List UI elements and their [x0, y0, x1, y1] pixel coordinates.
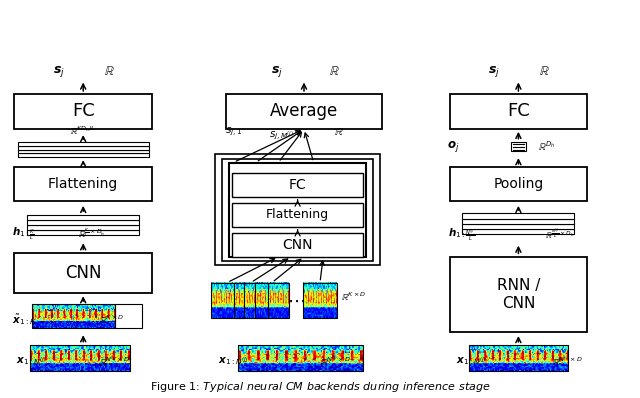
Text: FC: FC — [289, 178, 307, 192]
Text: $\boldsymbol{s}_j$: $\boldsymbol{s}_j$ — [53, 64, 65, 79]
Text: $\mathbb{R}^{N^{(j)}\times D}$: $\mathbb{R}^{N^{(j)}\times D}$ — [99, 355, 131, 368]
Text: $\mathbb{R}^{N^{(j)}\times D}$: $\mathbb{R}^{N^{(j)}\times D}$ — [552, 355, 583, 368]
Text: $\boldsymbol{s}_j$: $\boldsymbol{s}_j$ — [488, 64, 500, 79]
Text: FC: FC — [507, 102, 530, 121]
Text: $\boldsymbol{h}_{1:\frac{N^{(j)}}{L}}$: $\boldsymbol{h}_{1:\frac{N^{(j)}}{L}}$ — [448, 226, 476, 243]
Bar — [303, 283, 337, 318]
Text: $\boldsymbol{x}_{1:N^{(j)}}$: $\boldsymbol{x}_{1:N^{(j)}}$ — [218, 355, 248, 367]
Text: $\mathbb{R}$: $\mathbb{R}$ — [330, 65, 340, 78]
Bar — [450, 94, 588, 129]
Text: $s_{j,M^{(j)}}$: $s_{j,M^{(j)}}$ — [269, 129, 294, 142]
Text: $\tilde{\boldsymbol{x}}_{1:K}$: $\tilde{\boldsymbol{x}}_{1:K}$ — [12, 312, 36, 328]
Bar — [15, 253, 152, 293]
Text: $\mathbb{R}^{K\times D}$: $\mathbb{R}^{K\times D}$ — [341, 290, 366, 303]
Bar — [450, 167, 588, 201]
Text: $s_{j,1}$: $s_{j,1}$ — [225, 125, 242, 138]
Text: $\mathbb{R}^{\frac{K}{L}\times D_h}$: $\mathbb{R}^{\frac{K}{L}\times D_h}$ — [78, 227, 106, 240]
Bar — [215, 154, 380, 265]
Text: $\cdots$: $\cdots$ — [287, 291, 305, 310]
Bar — [232, 203, 364, 227]
Bar — [463, 213, 575, 219]
Text: $\boldsymbol{s}_j$: $\boldsymbol{s}_j$ — [271, 64, 283, 79]
Bar — [232, 233, 364, 257]
Text: CNN: CNN — [282, 238, 313, 252]
Text: Flattening: Flattening — [48, 177, 118, 191]
Text: CNN: CNN — [65, 263, 102, 282]
Bar — [468, 345, 568, 371]
Text: $\mathbb{R}$: $\mathbb{R}$ — [334, 126, 344, 137]
Text: $\mathbb{R}^{D_h}$: $\mathbb{R}^{D_h}$ — [538, 140, 555, 153]
Text: $\boldsymbol{x}_{1:N^{(j)}}$: $\boldsymbol{x}_{1:N^{(j)}}$ — [16, 355, 46, 367]
Bar — [226, 94, 383, 129]
Bar — [18, 142, 149, 146]
Text: Pooling: Pooling — [493, 177, 543, 191]
Text: $\boldsymbol{o}_j$: $\boldsymbol{o}_j$ — [447, 139, 460, 154]
Bar — [463, 229, 575, 234]
Text: $\mathbb{R}$: $\mathbb{R}$ — [104, 65, 114, 78]
Text: RNN /
CNN: RNN / CNN — [497, 278, 540, 311]
Bar — [28, 230, 140, 235]
Bar — [28, 220, 140, 225]
Bar — [463, 219, 575, 224]
Text: Figure 1: $\it{Typical\ neural\ CM\ backends\ during\ inference\ stage}$: Figure 1: $\it{Typical\ neural\ CM\ back… — [150, 380, 490, 394]
Bar — [28, 225, 140, 230]
Bar — [31, 345, 130, 371]
Bar — [15, 167, 152, 201]
Bar — [255, 283, 289, 318]
Bar — [211, 283, 244, 318]
Bar — [32, 304, 115, 328]
Bar — [222, 159, 374, 261]
Text: $\mathbb{R}^{\frac{N^{(j)}}{L}\times D_h}$: $\mathbb{R}^{\frac{N^{(j)}}{L}\times D_h… — [545, 227, 575, 242]
Bar — [28, 215, 140, 220]
Bar — [234, 283, 268, 318]
Text: $\mathbb{R}$: $\mathbb{R}$ — [539, 65, 549, 78]
Bar — [238, 345, 363, 371]
Bar — [463, 224, 575, 229]
Bar — [511, 142, 526, 151]
Bar — [15, 94, 152, 129]
Bar — [450, 257, 588, 332]
Text: $\mathbb{R}^{N^{(j)}\times D}$: $\mathbb{R}^{N^{(j)}\times D}$ — [320, 355, 351, 368]
Text: Flattening: Flattening — [266, 209, 329, 221]
Text: $\mathbb{R}^{KD_h/L}$: $\mathbb{R}^{KD_h/L}$ — [70, 125, 96, 137]
Bar — [18, 153, 149, 157]
Bar — [229, 163, 366, 257]
Text: $\boldsymbol{x}_{1:N^{(j)}}$: $\boldsymbol{x}_{1:N^{(j)}}$ — [456, 355, 486, 367]
Text: Average: Average — [270, 102, 338, 121]
Bar — [115, 304, 142, 328]
Bar — [18, 146, 149, 150]
Bar — [232, 173, 364, 197]
Text: $\boldsymbol{h}_{1:\frac{K}{L}}$: $\boldsymbol{h}_{1:\frac{K}{L}}$ — [12, 225, 35, 242]
Text: FC: FC — [72, 102, 95, 121]
Bar — [18, 150, 149, 153]
Text: $\mathbb{R}^{K\times D}$: $\mathbb{R}^{K\times D}$ — [99, 314, 124, 326]
